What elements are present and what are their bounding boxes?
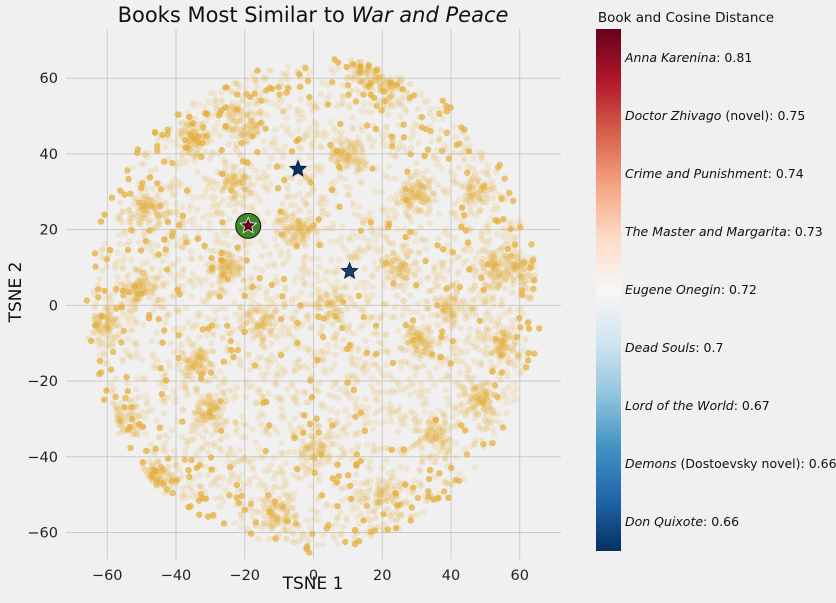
y-tick-label: 60 [40, 71, 58, 87]
colorbar-title: Book and Cosine Distance [598, 10, 774, 26]
colorbar-label: Demons (Dostoevsky novel): 0.66 [625, 456, 836, 471]
colorbar-label: Doctor Zhivago (novel): 0.75 [625, 108, 805, 123]
y-axis-label: TSNE 2 [6, 262, 26, 324]
y-tick-label: 0 [49, 298, 58, 314]
y-tick-label: −20 [27, 374, 58, 390]
colorbar-labels: Anna Karenina: 0.81 Doctor Zhivago (novel… [624, 50, 836, 529]
colorbar-label: Crime and Punishment: 0.74 [625, 166, 804, 181]
y-tick-label: 20 [40, 223, 58, 239]
y-tick-label: 40 [40, 147, 58, 163]
colorbar-label: Anna Karenina: 0.81 [624, 50, 752, 65]
chart-title: Books Most Similar to War and Peace [118, 3, 509, 27]
x-tick-label: −60 [92, 568, 123, 584]
x-tick-label: 40 [442, 568, 460, 584]
highlighted-books [235, 159, 359, 280]
similar-book-star [239, 216, 258, 234]
colorbar-label: Lord of the World: 0.67 [625, 398, 770, 413]
x-tick-label: 60 [511, 568, 529, 584]
colorbar-label: Eugene Onegin: 0.72 [625, 282, 757, 297]
similar-book-star [340, 261, 359, 280]
similar-book-star [288, 159, 308, 177]
colorbar [596, 29, 621, 551]
x-tick-label: 0 [309, 568, 318, 584]
colorbar-label: The Master and Margarita: 0.73 [625, 224, 823, 239]
colorbar-label: Dead Souls: 0.7 [625, 340, 723, 355]
x-axis-label: TSNE 1 [282, 574, 344, 594]
book-point-cloud [83, 56, 543, 556]
y-tick-label: −40 [27, 450, 58, 466]
x-tick-label: 20 [373, 568, 391, 584]
axis-ticks: −60 −40 −20 0 20 40 60 −60 −40 −20 0 20 40 60 [27, 71, 529, 584]
x-tick-label: −20 [229, 568, 260, 584]
colorbar-label: Don Quixote: 0.66 [625, 514, 739, 529]
x-tick-label: −40 [161, 568, 192, 584]
y-tick-label: −60 [27, 526, 58, 542]
